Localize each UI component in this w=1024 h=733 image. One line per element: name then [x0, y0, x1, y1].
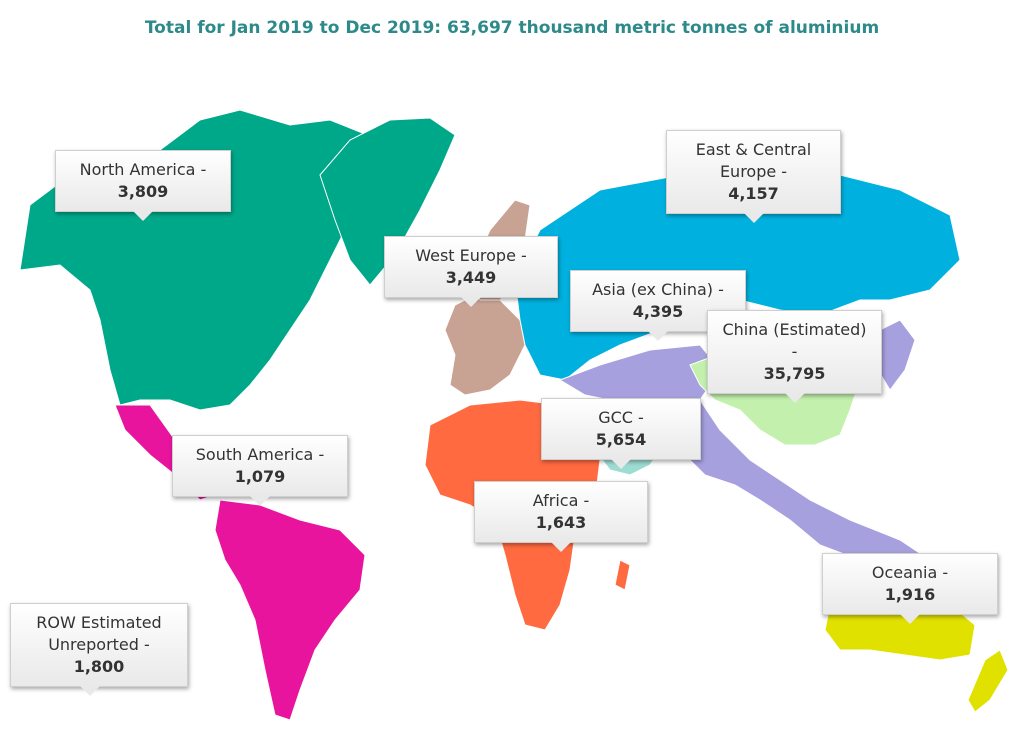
- callout-label: Oceania -: [871, 563, 949, 582]
- callout-south-america[interactable]: South America - 1,079: [172, 435, 348, 506]
- callout-value: 1,916: [884, 585, 936, 604]
- callout-label: North America -: [79, 160, 207, 179]
- callout-label: Africa -: [532, 491, 590, 510]
- region-japan[interactable]: [877, 319, 916, 391]
- callout-africa[interactable]: Africa - 1,643: [474, 481, 648, 552]
- callout-label: GCC -: [598, 408, 644, 427]
- region-madagascar[interactable]: [614, 559, 631, 591]
- callout-value: 1,079: [234, 467, 286, 486]
- callout-value: 1,800: [73, 657, 125, 676]
- callout-value: 1,643: [535, 513, 587, 532]
- callout-label: ROW Estimated Unreported -: [36, 613, 162, 654]
- callout-row[interactable]: ROW Estimated Unreported - 1,800: [10, 603, 188, 696]
- region-west-europe[interactable]: [444, 294, 526, 396]
- callout-value: 3,449: [445, 268, 497, 287]
- region-south-america[interactable]: [214, 499, 366, 721]
- region-new-zealand[interactable]: [967, 649, 1009, 713]
- callout-value: 3,809: [117, 182, 169, 201]
- callout-label: China (Estimated) -: [722, 320, 867, 361]
- callout-west-europe[interactable]: West Europe - 3,449: [384, 236, 558, 307]
- callout-value: 35,795: [763, 364, 826, 383]
- callout-label: Asia (ex China) -: [592, 280, 724, 299]
- map-title: Total for Jan 2019 to Dec 2019: 63,697 t…: [144, 18, 880, 38]
- callout-value: 4,395: [632, 302, 684, 321]
- callout-oceania[interactable]: Oceania - 1,916: [822, 553, 998, 624]
- callout-gcc[interactable]: GCC - 5,654: [541, 398, 701, 469]
- callout-east-central-europe[interactable]: East & Central Europe - 4,157: [666, 130, 841, 223]
- callout-label: South America -: [195, 445, 325, 464]
- callout-label: East & Central Europe -: [695, 140, 812, 181]
- callout-value: 4,157: [728, 184, 779, 203]
- callout-value: 5,654: [595, 430, 647, 449]
- callout-label: West Europe -: [415, 246, 527, 265]
- region-greenland[interactable]: [319, 117, 456, 286]
- callout-china[interactable]: China (Estimated) - 35,795: [707, 310, 882, 403]
- callout-north-america[interactable]: North America - 3,809: [55, 150, 231, 221]
